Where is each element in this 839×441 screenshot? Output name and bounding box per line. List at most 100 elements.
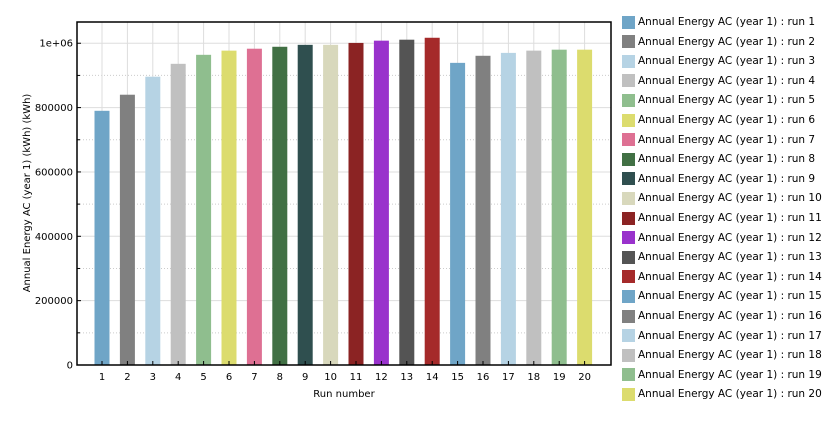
legend: Annual Energy AC (year 1) : run 1 Annual … [622,13,839,408]
legend-label: Annual Energy AC (year 1) : run 1 [638,16,816,28]
y-tick-label: 800000 [35,103,73,114]
legend-item: Annual Energy AC (year 1) : run 14 [622,270,822,284]
legend-item: Annual Energy AC (year 1) : run 9 [622,172,815,186]
bar-run-11 [348,42,364,365]
y-tick-label: 400000 [35,232,73,243]
x-tick-label: 15 [451,372,464,383]
legend-swatch [622,348,635,362]
legend-item: Annual Energy AC (year 1) : run 1 [622,15,815,29]
legend-swatch [622,270,635,284]
legend-swatch [622,35,635,49]
legend-item: Annual Energy AC (year 1) : run 10 [622,191,822,205]
x-tick-label: 4 [175,372,181,383]
x-tick-label: 17 [502,372,515,383]
legend-item: Annual Energy AC (year 1) : run 20 [622,387,822,401]
bar-run-6 [221,50,237,365]
legend-label: Annual Energy AC (year 1) : run 15 [638,290,822,303]
bar-run-12 [373,40,389,365]
legend-swatch [622,93,635,107]
y-axis-label: Annual Energy AC (year 1) (kWh) (kWh) [22,94,33,293]
legend-label: Annual Energy AC (year 1) : run 2 [638,35,816,48]
legend-item: Annual Energy AC (year 1) : run 5 [622,93,815,107]
legend-label: Annual Energy AC (year 1) : run 10 [638,192,822,205]
legend-label: Annual Energy AC (year 1) : run 8 [638,153,816,166]
bar-run-16 [475,55,491,365]
legend-swatch [622,309,635,323]
legend-label: Annual Energy AC (year 1) : run 12 [638,231,822,244]
y-tick-label: 1e+06 [39,39,73,50]
x-tick-label: 9 [302,372,308,383]
x-tick-label: 18 [527,372,540,383]
legend-swatch [622,15,635,29]
bar-run-1 [94,110,110,365]
bar-run-9 [297,44,313,365]
bar-run-3 [145,76,161,365]
legend-label: Annual Energy AC (year 1) : run 16 [638,310,822,322]
x-tick-label: 12 [375,372,388,383]
legend-swatch [622,387,635,401]
bar-run-7 [246,48,262,365]
legend-item: Annual Energy AC (year 1) : run 12 [622,231,822,245]
x-tick-label: 1 [99,372,105,383]
legend-label: Annual Energy AC (year 1) : run 18 [638,349,822,362]
bar-run-17 [500,52,516,365]
legend-swatch [622,152,635,166]
bar-run-20 [577,49,593,366]
y-tick-label: 600000 [35,167,73,178]
bar-run-10 [323,44,339,365]
bar-run-5 [196,54,212,366]
legend-swatch [622,368,635,382]
legend-item: Annual Energy AC (year 1) : run 19 [622,368,822,382]
x-tick-label: 10 [324,372,337,383]
legend-item: Annual Energy AC (year 1) : run 7 [622,133,815,147]
bar-run-8 [272,46,288,366]
y-tick-label: 200000 [35,296,73,307]
bar-run-2 [119,94,135,366]
legend-label: Annual Energy AC (year 1) : run 4 [638,74,816,87]
bar-run-4 [170,63,186,365]
plot-frame [76,21,612,366]
legend-label: Annual Energy AC (year 1) : run 19 [638,368,822,381]
x-tick-label: 6 [226,372,232,383]
x-tick-label: 2 [124,372,130,383]
legend-item: Annual Energy AC (year 1) : run 3 [622,54,815,68]
legend-label: Annual Energy AC (year 1) : run 17 [638,329,822,342]
legend-label: Annual Energy AC (year 1) : run 3 [638,55,816,68]
legend-swatch [622,74,635,88]
legend-item: Annual Energy AC (year 1) : run 4 [622,74,815,88]
legend-item: Annual Energy AC (year 1) : run 16 [622,309,822,323]
x-tick-label: 7 [251,372,257,383]
legend-label: Annual Energy AC (year 1) : run 5 [638,94,816,107]
legend-label: Annual Energy AC (year 1) : run 11 [638,212,822,224]
x-tick-label: 13 [400,372,413,383]
x-tick-label: 3 [150,372,156,383]
legend-item: Annual Energy AC (year 1) : run 15 [622,289,822,303]
legend-swatch [622,250,635,264]
x-tick-label: 16 [477,372,490,383]
x-tick-label: 5 [200,372,206,383]
legend-swatch [622,231,635,245]
x-axis-label: Run number [313,389,375,400]
legend-swatch [622,211,635,225]
x-tick-label: 20 [578,372,591,383]
legend-swatch [622,289,635,303]
x-tick-label: 11 [350,372,363,383]
legend-item: Annual Energy AC (year 1) : run 18 [622,348,822,362]
x-tick-label: 8 [277,372,283,383]
legend-swatch [622,113,635,127]
x-tick-label: 14 [426,372,439,383]
x-tick-label: 19 [553,372,566,383]
bar-run-18 [526,50,542,365]
legend-swatch [622,133,635,147]
y-tick-label: 0 [67,361,73,372]
legend-label: Annual Energy AC (year 1) : run 9 [638,172,816,185]
legend-label: Annual Energy AC (year 1) : run 7 [638,133,816,146]
legend-label: Annual Energy AC (year 1) : run 20 [638,388,822,401]
legend-swatch [622,329,635,343]
bar-run-14 [424,37,440,365]
legend-item: Annual Energy AC (year 1) : run 6 [622,113,815,127]
legend-label: Annual Energy AC (year 1) : run 6 [638,114,816,126]
legend-item: Annual Energy AC (year 1) : run 11 [622,211,822,225]
bar-run-15 [450,62,466,365]
